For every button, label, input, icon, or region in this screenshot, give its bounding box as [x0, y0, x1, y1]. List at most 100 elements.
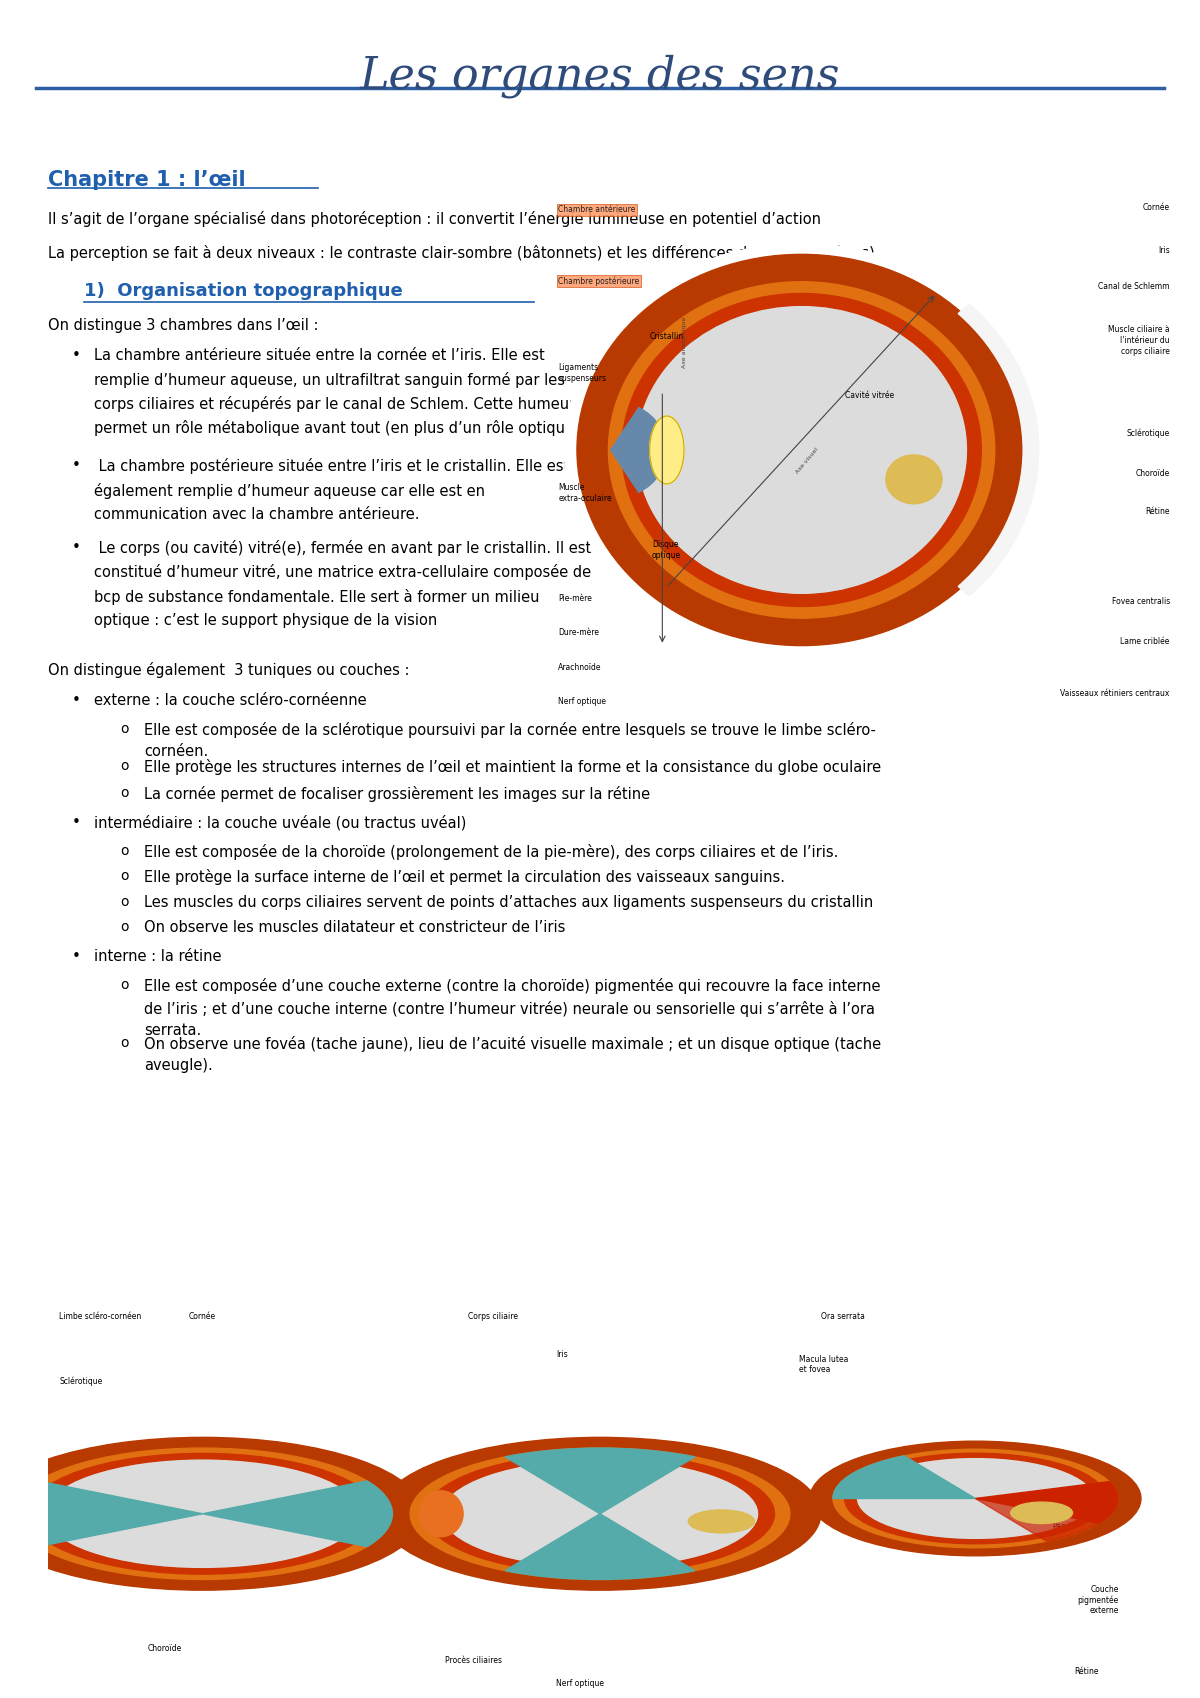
- Text: 1)  Organisation topographique: 1) Organisation topographique: [84, 282, 403, 301]
- Text: On distingue 3 chambres dans l’œil :: On distingue 3 chambres dans l’œil :: [48, 318, 318, 333]
- Text: Axe anatomique: Axe anatomique: [683, 316, 688, 368]
- Text: La perception se fait à deux niveaux : le contraste clair-sombre (bâtonnets) et : La perception se fait à deux niveaux : l…: [48, 245, 880, 260]
- Text: o: o: [120, 844, 128, 857]
- Text: Limbe scléro-cornéen: Limbe scléro-cornéen: [59, 1313, 142, 1321]
- Text: •: •: [72, 815, 80, 830]
- Text: Cavité vitrée: Cavité vitrée: [845, 391, 894, 401]
- Text: Il s’agit de l’organe spécialisé dans photoréception : il convertit l’énergie lu: Il s’agit de l’organe spécialisé dans ph…: [48, 211, 821, 226]
- Text: Lame criblée: Lame criblée: [1121, 637, 1170, 647]
- Circle shape: [1010, 1503, 1073, 1523]
- Text: Chambre postérieure: Chambre postérieure: [558, 277, 640, 285]
- Text: •: •: [72, 540, 80, 555]
- Text: Papille: Papille: [1052, 1521, 1078, 1532]
- Text: Iris: Iris: [556, 1350, 568, 1358]
- Text: On observe une fovéa (tache jaune), lieu de l’acuité visuelle maximale ; et un d: On observe une fovéa (tache jaune), lieu…: [144, 1036, 881, 1073]
- Text: interne : la rétine: interne : la rétine: [94, 949, 221, 964]
- Text: o: o: [120, 759, 128, 773]
- Ellipse shape: [649, 416, 684, 484]
- Text: Cornée: Cornée: [1142, 202, 1170, 212]
- Text: Ligaments
suspenseurs: Ligaments suspenseurs: [558, 363, 606, 384]
- Text: La chambre antérieure située entre la cornée et l’iris. Elle est
remplie d’humeu: La chambre antérieure située entre la co…: [94, 348, 580, 436]
- Wedge shape: [505, 1515, 695, 1579]
- Text: Muscle ciliaire à
l'intérieur du
corps ciliaire: Muscle ciliaire à l'intérieur du corps c…: [1108, 324, 1170, 357]
- Text: La cornée permet de focaliser grossièrement les images sur la rétine: La cornée permet de focaliser grossièrem…: [144, 786, 650, 801]
- Wedge shape: [833, 1455, 976, 1499]
- Text: Cornée: Cornée: [188, 1313, 216, 1321]
- Text: •: •: [72, 949, 80, 964]
- Text: Chambre antérieure: Chambre antérieure: [558, 205, 636, 214]
- Text: Elle est composée de la choroïde (prolongement de la pie-mère), des corps ciliai: Elle est composée de la choroïde (prolon…: [144, 844, 839, 859]
- Wedge shape: [833, 1448, 1117, 1549]
- Text: Ora serrata: Ora serrata: [821, 1313, 865, 1321]
- Wedge shape: [608, 282, 995, 618]
- Text: Elle est composée d’une couche externe (contre la choroïde) pigmentée qui recouv: Elle est composée d’une couche externe (…: [144, 978, 881, 1037]
- Wedge shape: [577, 255, 1026, 645]
- Text: Axe visuel: Axe visuel: [796, 447, 820, 475]
- Wedge shape: [611, 408, 667, 492]
- Wedge shape: [976, 1482, 1117, 1523]
- Text: On observe les muscles dilatateur et constricteur de l’iris: On observe les muscles dilatateur et con…: [144, 920, 565, 936]
- Text: intermédiaire : la couche uvéale (ou tractus uvéal): intermédiaire : la couche uvéale (ou tra…: [94, 815, 466, 830]
- Text: Rétine: Rétine: [1145, 508, 1170, 516]
- Circle shape: [635, 306, 968, 594]
- Text: o: o: [120, 895, 128, 908]
- Text: o: o: [120, 920, 128, 934]
- Text: externe : la couche scléro-cornéenne: externe : la couche scléro-cornéenne: [94, 693, 366, 708]
- Circle shape: [43, 1459, 361, 1569]
- Text: Procès ciliaires: Procès ciliaires: [445, 1656, 503, 1664]
- Wedge shape: [505, 1448, 695, 1515]
- Text: Rétine: Rétine: [1075, 1667, 1099, 1676]
- Text: •: •: [72, 693, 80, 708]
- Circle shape: [793, 1435, 1158, 1562]
- Wedge shape: [28, 1453, 377, 1574]
- Text: Couche
pigmentée
externe: Couche pigmentée externe: [1078, 1584, 1118, 1615]
- Wedge shape: [426, 1453, 774, 1574]
- Text: On distingue également  3 tuniques ou couches :: On distingue également 3 tuniques ou cou…: [48, 662, 409, 678]
- Text: o: o: [120, 786, 128, 800]
- Text: Choroïde: Choroïde: [148, 1644, 181, 1654]
- Text: Le corps (ou cavité) vitré(e), fermée en avant par le cristallin. Il est
constit: Le corps (ou cavité) vitré(e), fermée en…: [94, 540, 590, 628]
- Text: Les muscles du corps ciliaires servent de points d’attaches aux ligaments suspen: Les muscles du corps ciliaires servent d…: [144, 895, 874, 910]
- Text: La chambre postérieure située entre l’iris et le cristallin. Elle est
également : La chambre postérieure située entre l’ir…: [94, 458, 569, 521]
- Wedge shape: [410, 1448, 790, 1579]
- Text: Cristallin: Cristallin: [649, 333, 684, 341]
- Wedge shape: [976, 1499, 1117, 1542]
- Text: Chapitre 1 : l’œil: Chapitre 1 : l’œil: [48, 170, 246, 190]
- Text: Vaisseaux rétiniers centraux: Vaisseaux rétiniers centraux: [1061, 689, 1170, 698]
- Circle shape: [0, 1431, 440, 1596]
- Text: o: o: [120, 978, 128, 992]
- Wedge shape: [203, 1481, 392, 1547]
- Ellipse shape: [419, 1491, 463, 1537]
- Wedge shape: [13, 1481, 203, 1547]
- Text: Elle protège les structures internes de l’œil et maintient la forme et la consis: Elle protège les structures internes de …: [144, 759, 881, 774]
- Circle shape: [564, 243, 1039, 657]
- Circle shape: [856, 1457, 1094, 1540]
- Wedge shape: [622, 294, 982, 606]
- Text: Pie-mère: Pie-mère: [558, 594, 592, 603]
- Text: •: •: [72, 348, 80, 363]
- Circle shape: [362, 1431, 838, 1596]
- Text: Canal de Schlemm: Canal de Schlemm: [1098, 282, 1170, 290]
- Text: Corps ciliaire: Corps ciliaire: [468, 1313, 517, 1321]
- Text: Sclérotique: Sclérotique: [1127, 428, 1170, 438]
- Circle shape: [886, 455, 942, 504]
- Text: Iris: Iris: [1158, 246, 1170, 255]
- Text: o: o: [120, 722, 128, 735]
- Text: Nerf optique: Nerf optique: [556, 1679, 604, 1688]
- Text: Nerf optique: Nerf optique: [558, 698, 606, 706]
- Text: Disque
optique: Disque optique: [652, 540, 682, 560]
- Wedge shape: [13, 1448, 392, 1579]
- Text: Dure-mère: Dure-mère: [558, 628, 599, 637]
- Text: Elle protège la surface interne de l’œil et permet la circulation des vaisseaux : Elle protège la surface interne de l’œil…: [144, 869, 785, 885]
- Text: Choroïde: Choroïde: [1135, 469, 1170, 479]
- Circle shape: [689, 1510, 755, 1533]
- Wedge shape: [0, 1437, 424, 1589]
- Text: Muscle
extra-oculaire: Muscle extra-oculaire: [558, 482, 612, 503]
- Text: Les organes des sens: Les organes des sens: [360, 54, 840, 98]
- Text: •: •: [72, 458, 80, 474]
- Text: Elle est composée de la sclérotique poursuivi par la cornée entre lesquels se tr: Elle est composée de la sclérotique pour…: [144, 722, 876, 759]
- Text: Fovea centralis: Fovea centralis: [1111, 596, 1170, 606]
- Text: Arachnoïde: Arachnoïde: [558, 662, 601, 672]
- Text: Sclérotique: Sclérotique: [59, 1377, 102, 1386]
- Wedge shape: [845, 1453, 1106, 1543]
